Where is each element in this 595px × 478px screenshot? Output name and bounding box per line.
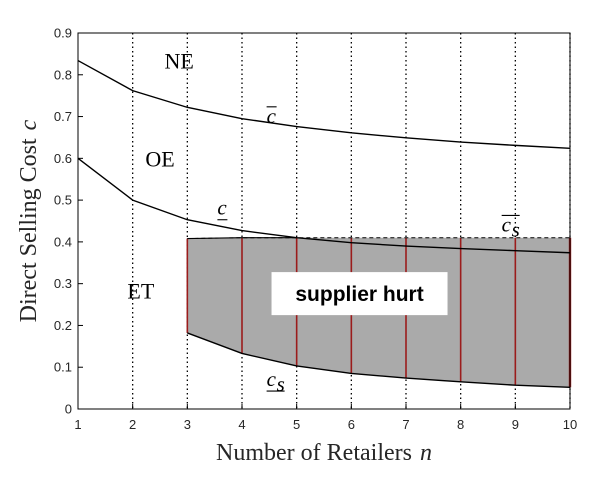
series-lines xyxy=(77,59,571,388)
c-bar-line xyxy=(77,59,571,150)
y-tick-label: 0.3 xyxy=(54,276,72,291)
x-tick-label: 2 xyxy=(129,417,136,432)
region-label-ne: NE xyxy=(164,49,193,74)
callout-background xyxy=(271,272,448,316)
c-underbar-line xyxy=(77,157,571,254)
curve-label-subscript: s xyxy=(277,372,285,396)
x-tick-label: 9 xyxy=(512,417,519,432)
curve-label-text: c xyxy=(217,196,227,220)
curve-label-text: c xyxy=(267,367,277,391)
y-tick-label: 0.6 xyxy=(54,151,72,166)
x-tick-label: 3 xyxy=(184,417,191,432)
curve-label-text: c xyxy=(267,104,277,128)
y-axis-label: Direct Selling Costc xyxy=(16,119,42,322)
x-tick-label: 10 xyxy=(563,417,577,432)
y-tick-label: 0 xyxy=(65,402,72,417)
curve-label-subscript: s xyxy=(512,217,520,241)
curve-label: c xyxy=(266,104,277,128)
callout-label: supplier hurt xyxy=(295,283,423,306)
y-tick-label: 0.7 xyxy=(54,109,72,124)
x-tick-label: 4 xyxy=(238,417,245,432)
y-tick-label: 0.2 xyxy=(54,318,72,333)
x-tick-label: 7 xyxy=(402,417,409,432)
y-tick-label: 0.9 xyxy=(54,26,72,41)
region-label-et: ET xyxy=(127,278,154,303)
cs-bar-line-solid-part xyxy=(187,237,297,240)
x-tick-label: 8 xyxy=(457,417,464,432)
axis-ticks: 1 2 3 4 5 6 7 8 9 10 0 0.1 0.2 0.3 0.4 0.5 0.6 0.7 0.8 0.9 xyxy=(54,26,577,433)
cs-underbar-line xyxy=(187,332,571,388)
plot-frame xyxy=(77,32,571,410)
curve-label-text: c xyxy=(502,212,512,236)
y-tick-label: 0.4 xyxy=(54,234,72,249)
callout-box: supplier hurt xyxy=(271,272,448,316)
x-tick-label: 6 xyxy=(348,417,355,432)
y-tick-label: 0.5 xyxy=(54,193,72,208)
region-label-oe: OE xyxy=(145,147,174,172)
x-tick-label: 1 xyxy=(74,417,81,432)
y-tick-label: 0.8 xyxy=(54,67,72,82)
x-tick-label: 5 xyxy=(293,417,300,432)
curve-label: c xyxy=(217,196,228,221)
y-tick-label: 0.1 xyxy=(54,360,72,375)
x-axis-label: Number of Retailers n xyxy=(216,440,432,466)
